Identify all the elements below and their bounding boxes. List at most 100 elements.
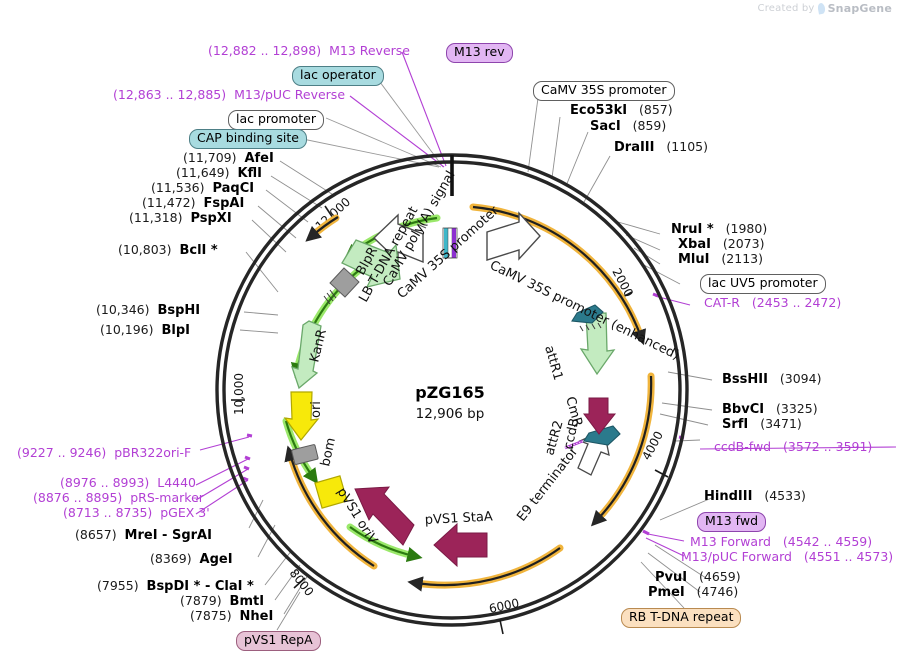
enzyme-agei-name: AgeI	[199, 552, 233, 567]
enzyme-pspxI-pos: (11,318)	[129, 210, 183, 225]
badge-pvs1-repa[interactable]: pVS1 RepA	[236, 631, 321, 651]
plasmid-centre-title: pZG165 12,906 bp	[350, 383, 550, 422]
badge-m13-rev[interactable]: M13 rev	[446, 43, 513, 63]
enzyme-mrei-sgrai[interactable]: (8657) MreI - SgrAI	[75, 527, 212, 542]
enzyme-saci[interactable]: SacI (859)	[590, 119, 666, 133]
enzyme-paqcI-name: PaqCI	[212, 181, 255, 196]
enzyme-bmti[interactable]: (7879) BmtI	[180, 594, 264, 608]
enzyme-hindiii[interactable]: HindIII (4533)	[704, 488, 806, 503]
label-e9-terminator: E9 terminator	[514, 444, 581, 524]
badge-camv35s-promoter[interactable]: CaMV 35S promoter	[533, 81, 675, 101]
enzyme-blpI[interactable]: (10,196) BlpI	[100, 322, 190, 338]
primer-m13-puc-forward[interactable]: M13/pUC Forward (4551 .. 4573)	[681, 550, 893, 564]
badge-cap-binding-site[interactable]: CAP binding site	[189, 129, 307, 149]
enzyme-bsphI[interactable]: (10,346) BspHI	[96, 302, 200, 317]
enzyme-nhei-pos: (7875)	[190, 608, 232, 623]
feature-cmr-arrow[interactable]	[579, 312, 616, 376]
enzyme-nhei[interactable]: (7875) NheI	[190, 608, 273, 623]
enzyme-fspaI[interactable]: (11,472) FspAI	[142, 196, 245, 211]
enzyme-mlui[interactable]: MluI (2113)	[678, 252, 763, 266]
enzyme-bsphI-pos: (10,346)	[96, 302, 150, 317]
primer-ccdb-fwd-range: (3572 .. 3591)	[783, 439, 873, 454]
enzyme-xbai-name: XbaI	[678, 237, 711, 252]
primer-m13-forward-name: M13 Forward	[690, 534, 771, 549]
primer-m13-puc-reverse[interactable]: (12,863 .. 12,885) M13/pUC Reverse	[113, 88, 345, 102]
feature-ccdb-arrow[interactable]	[583, 397, 617, 435]
primer-l4440[interactable]: (8976 .. 8993) L4440	[60, 476, 196, 490]
enzyme-pspxI-name: PspXI	[190, 211, 232, 226]
badge-lac-uv5-promoter[interactable]: lac UV5 promoter	[700, 274, 826, 294]
feature-attr1-chevron[interactable]	[571, 304, 604, 332]
enzyme-blpI-pos: (10,196)	[100, 322, 154, 337]
enzyme-agei-pos: (8369)	[150, 551, 192, 566]
primer-prs-marker[interactable]: (8876 .. 8895) pRS-marker	[33, 491, 204, 505]
badge-lac-operator[interactable]: lac operator	[292, 66, 384, 86]
feature-camv35s-arrow[interactable]	[372, 213, 424, 264]
enzyme-eco53ki[interactable]: Eco53kI (857)	[570, 102, 673, 118]
primer-ccdb-fwd[interactable]: ccdB-fwd (3572 .. 3591)	[714, 439, 873, 454]
feature-ori-arrow[interactable]	[283, 391, 320, 441]
enzyme-bclI-name: BclI *	[179, 243, 218, 258]
leader-lines-top-left	[292, 73, 444, 168]
primer-cat-r[interactable]: CAT-R (2453 .. 2472)	[704, 296, 841, 310]
enzyme-blpI-name: BlpI	[161, 323, 190, 338]
enzyme-bsshii-pos: (3094)	[779, 371, 822, 386]
feature-pvs1-staa-arrow[interactable]	[433, 522, 488, 568]
enzyme-draiii[interactable]: DraIII (1105)	[614, 140, 708, 154]
enzyme-agei[interactable]: (8369) AgeI	[150, 551, 233, 567]
enzyme-pmei[interactable]: PmeI (4746)	[648, 585, 738, 599]
enzyme-paqcI[interactable]: (11,536) PaqCI	[151, 180, 255, 196]
enzyme-eco53ki-pos: (857)	[639, 102, 673, 117]
enzyme-hindiii-pos: (4533)	[764, 488, 806, 503]
enzyme-afeI-pos: (11,709)	[183, 150, 237, 165]
enzyme-srfi[interactable]: SrfI (3471)	[722, 417, 802, 432]
enzyme-bspdi-clai-pos: (7955)	[97, 578, 139, 593]
feature-kanr-arrow[interactable]	[290, 320, 322, 390]
primer-m13-reverse[interactable]: (12,882 .. 12,898) M13 Reverse	[208, 43, 410, 58]
badge-m13-fwd[interactable]: M13 fwd	[697, 512, 767, 532]
leader-lines-left-enzymes	[239, 160, 336, 334]
feature-camv-polya-marker[interactable]	[416, 223, 427, 229]
enzyme-fspaI-name: FspAI	[203, 196, 245, 211]
enzyme-bspdi-clai[interactable]: (7955) BspDI * - ClaI *	[97, 578, 254, 594]
enzyme-kflI-pos: (11,649)	[176, 165, 230, 180]
enzyme-bbvci[interactable]: BbvCI (3325)	[722, 402, 818, 416]
label-bom: bom	[318, 436, 339, 467]
enzyme-pspxI[interactable]: (11,318) PspXI	[129, 210, 232, 226]
feature-blpr-arrow[interactable]	[341, 239, 401, 288]
primer-tick-m13fwd	[642, 529, 650, 536]
enzyme-pvui[interactable]: PvuI (4659)	[655, 569, 741, 584]
primer-m13-reverse-name: M13 Reverse	[329, 43, 410, 58]
snapgene-watermark: Created by SnapGene	[758, 2, 892, 15]
enzyme-bsshii[interactable]: BssHII (3094)	[722, 371, 822, 387]
enzyme-bspdi-clai-name: BspDI * - ClaI *	[146, 579, 254, 594]
enzyme-nrui[interactable]: NruI * (1980)	[671, 222, 767, 236]
enzyme-bclI[interactable]: (10,803) BclI *	[118, 243, 218, 258]
watermark-brand: SnapGene	[827, 2, 892, 15]
feature-pvs1-repa-arrow[interactable]	[354, 486, 415, 546]
enzyme-kflI[interactable]: (11,649) KflI	[176, 165, 262, 180]
primer-pgex3-name: pGEX 3'	[160, 505, 210, 520]
primer-m13-forward[interactable]: M13 Forward (4542 .. 4559)	[690, 534, 872, 549]
feature-camv35s-enhanced-arrow[interactable]	[486, 211, 541, 261]
enzyme-paqcI-pos: (11,536)	[151, 180, 205, 195]
enzyme-eco53ki-name: Eco53kI	[570, 103, 628, 118]
enzyme-afeI[interactable]: (11,709) AfeI	[183, 150, 274, 165]
enzyme-pvui-pos: (4659)	[699, 569, 741, 584]
feature-pvs1-oriv-diamond[interactable]	[314, 475, 348, 509]
primer-ticks-left	[242, 433, 253, 482]
badge-rb-tdna-repeat[interactable]: RB T-DNA repeat	[621, 608, 742, 628]
badge-lac-promoter[interactable]: lac promoter	[228, 110, 324, 130]
primer-pgex3[interactable]: (8713 .. 8735) pGEX 3'	[63, 505, 210, 520]
enzyme-bsshii-name: BssHII	[722, 372, 768, 387]
feature-attr2-chevron[interactable]	[583, 425, 621, 446]
label-camv35s-enhanced: CaMV 35S promoter (enhanced)	[487, 258, 681, 363]
enzyme-mrei-sgrai-pos: (8657)	[75, 527, 117, 542]
feature-lb-tdna-repeat[interactable]	[323, 267, 360, 305]
enzyme-xbai[interactable]: XbaI (2073)	[678, 237, 764, 252]
label-attr1: attR1	[541, 344, 565, 382]
feature-bom-box[interactable]	[291, 444, 319, 465]
primer-pbr322ori-f[interactable]: (9227 .. 9246) pBR322ori-F	[17, 446, 191, 460]
enzyme-srfi-name: SrfI	[722, 417, 749, 432]
